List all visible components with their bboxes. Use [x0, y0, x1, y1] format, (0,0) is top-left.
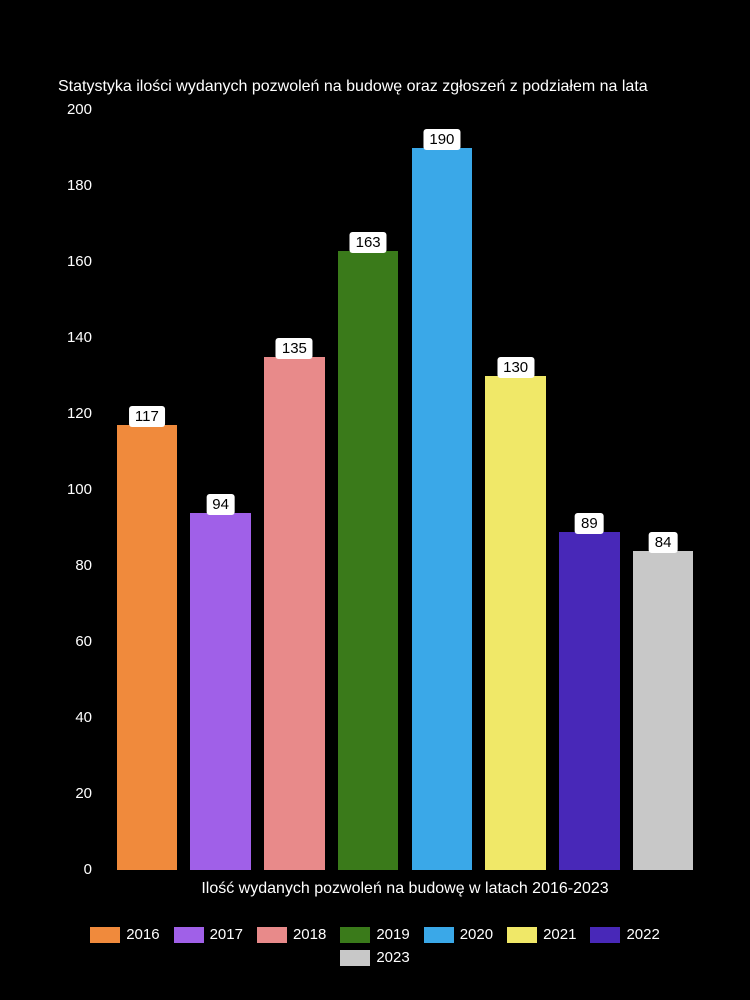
legend-swatch [507, 927, 537, 943]
y-tick-label: 120 [52, 405, 92, 422]
bar-value-label: 94 [206, 494, 235, 515]
bar-value-label: 135 [276, 338, 313, 359]
legend-item-2018: 2018 [257, 926, 326, 943]
bar-value-label: 190 [423, 129, 460, 150]
y-tick-label: 200 [52, 101, 92, 118]
bar-2020 [412, 148, 472, 870]
y-tick-label: 160 [52, 253, 92, 270]
bar-2022 [559, 532, 619, 870]
legend-item-2021: 2021 [507, 926, 576, 943]
bar-value-label: 117 [129, 406, 165, 427]
legend-label: 2018 [293, 926, 326, 943]
y-tick-label: 40 [52, 709, 92, 726]
y-tick-label: 140 [52, 329, 92, 346]
bar-2018 [264, 357, 324, 870]
legend-swatch [590, 927, 620, 943]
y-tick-label: 60 [52, 633, 92, 650]
bar-value-label: 89 [575, 513, 604, 534]
bar-2021 [485, 376, 545, 870]
x-axis-label: Ilość wydanych pozwoleń na budowę w lata… [100, 880, 710, 898]
y-tick-label: 180 [52, 177, 92, 194]
bar-2017 [190, 513, 250, 870]
legend-item-2022: 2022 [590, 926, 659, 943]
legend-label: 2022 [626, 926, 659, 943]
legend-swatch [174, 927, 204, 943]
legend-item-2023: 2023 [340, 949, 409, 966]
legend-swatch [340, 927, 370, 943]
bar-2016 [117, 425, 177, 870]
plot-area: Ilość wydanych pozwoleń na budowę w lata… [100, 110, 710, 870]
legend: 2016 2017 2018 2019 2020 2021 2022 2023 [0, 926, 750, 966]
legend-swatch [424, 927, 454, 943]
legend-item-2017: 2017 [174, 926, 243, 943]
y-tick-label: 20 [52, 785, 92, 802]
chart-container: Statystyka ilości wydanych pozwoleń na b… [0, 0, 750, 1000]
legend-item-2016: 2016 [90, 926, 159, 943]
y-tick-label: 80 [52, 557, 92, 574]
legend-label: 2017 [210, 926, 243, 943]
legend-swatch [257, 927, 287, 943]
bar-value-label: 130 [497, 357, 534, 378]
legend-label: 2016 [126, 926, 159, 943]
legend-label: 2021 [543, 926, 576, 943]
bar-value-label: 84 [649, 532, 678, 553]
legend-label: 2019 [376, 926, 409, 943]
legend-item-2019: 2019 [340, 926, 409, 943]
y-tick-label: 0 [52, 861, 92, 878]
legend-swatch [90, 927, 120, 943]
bar-value-label: 163 [350, 232, 387, 253]
chart-title: Statystyka ilości wydanych pozwoleń na b… [58, 78, 648, 96]
legend-item-2020: 2020 [424, 926, 493, 943]
bar-2019 [338, 251, 398, 870]
y-tick-label: 100 [52, 481, 92, 498]
legend-label: 2020 [460, 926, 493, 943]
legend-label: 2023 [376, 949, 409, 966]
legend-swatch [340, 950, 370, 966]
bar-2023 [633, 551, 693, 870]
